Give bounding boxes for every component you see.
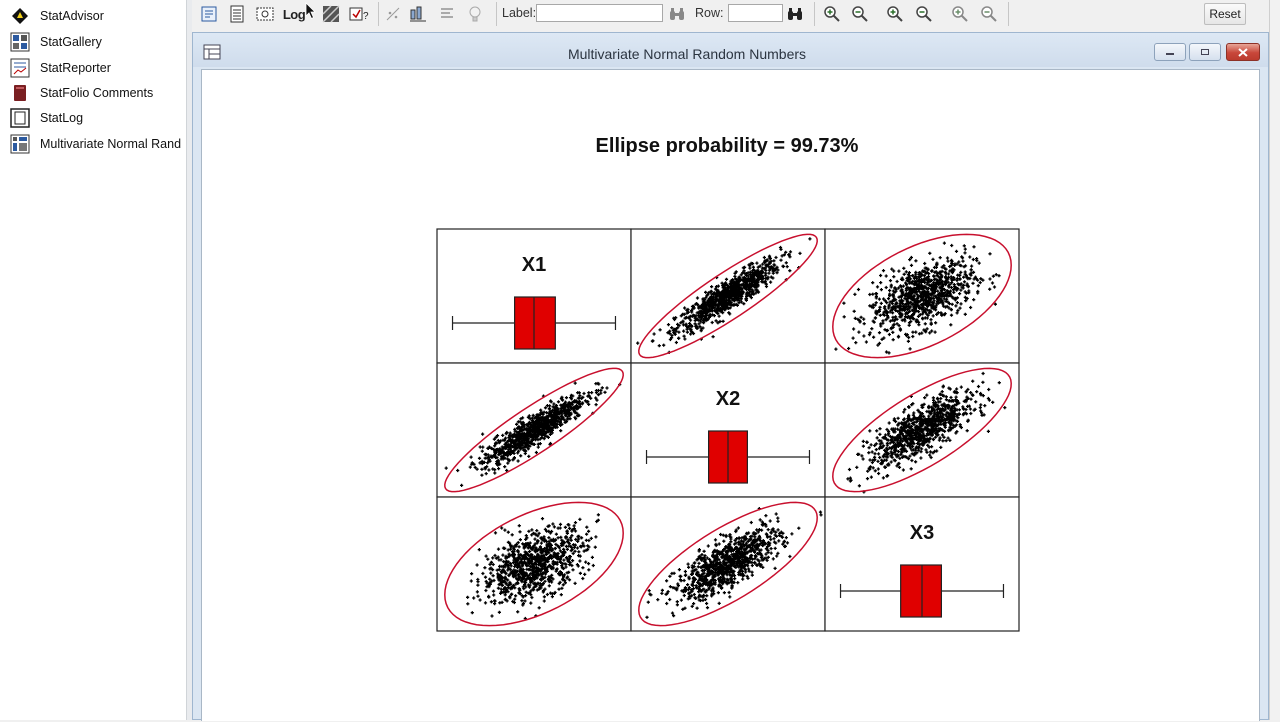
nav-item-label: Multivariate Normal Rand — [40, 137, 181, 151]
nav-item-statfolio-comments[interactable]: StatFolio Comments — [10, 81, 153, 105]
restore-button[interactable] — [1189, 43, 1221, 61]
matrix-cell-3-1[interactable] — [437, 497, 631, 631]
analysis-window: Multivariate Normal Random Numbers Ellip… — [192, 32, 1269, 720]
statreporter-icon — [10, 58, 30, 78]
boxplot-icon[interactable] — [407, 3, 429, 25]
label-field-label: Label: — [502, 6, 536, 20]
mouse-cursor-icon — [304, 0, 318, 22]
nav-item-multivariate-window[interactable]: Multivariate Normal Rand — [10, 132, 181, 156]
restore-icon — [1200, 48, 1210, 56]
mdi-workspace: Multivariate Normal Random Numbers Ellip… — [192, 30, 1280, 720]
nav-item-statgallery[interactable]: StatGallery — [10, 30, 102, 54]
hatch-fill-icon[interactable] — [320, 3, 342, 25]
nav-item-statadvisor[interactable]: StatAdvisor — [10, 4, 104, 28]
nav-item-label: StatReporter — [40, 61, 111, 75]
zoom-in-icon[interactable] — [821, 3, 843, 25]
window-titlebar[interactable]: Multivariate Normal Random Numbers — [193, 33, 1268, 67]
find-row-binoculars-icon[interactable] — [784, 3, 806, 25]
zoom-out-y-icon[interactable] — [978, 3, 1000, 25]
nav-item-label: StatLog — [40, 111, 83, 125]
row-field-label: Row: — [695, 6, 723, 20]
matrix-cell-1-1[interactable]: X1 — [437, 229, 631, 363]
cell-frame — [631, 497, 825, 631]
nav-item-label: StatGallery — [40, 35, 102, 49]
reset-button[interactable]: Reset — [1204, 3, 1246, 25]
exclude-point-icon[interactable]: ? — [347, 3, 373, 25]
nav-item-statreporter[interactable]: StatReporter — [10, 56, 111, 80]
trend-line-icon[interactable] — [382, 3, 404, 25]
nav-item-statlog[interactable]: StatLog — [10, 106, 83, 130]
align-text-icon[interactable] — [436, 3, 458, 25]
row-input[interactable] — [728, 4, 783, 22]
chart-title: Ellipse probability = 99.73% — [596, 135, 859, 157]
multivariate-window-icon — [10, 134, 30, 154]
matrix-cell-1-2[interactable] — [631, 229, 825, 363]
zoom-out-icon[interactable] — [849, 3, 871, 25]
statlog-icon — [10, 108, 30, 128]
window-title: Multivariate Normal Random Numbers — [193, 46, 1181, 62]
find-label-binoculars-icon[interactable] — [666, 3, 688, 25]
close-icon — [1238, 48, 1248, 57]
toolbar: Log ? Label: Row: — [192, 0, 1280, 30]
zoom-out-x-icon[interactable] — [913, 3, 935, 25]
variable-label-x1: X1 — [522, 254, 546, 276]
matrix-cell-1-3[interactable] — [825, 229, 1019, 363]
matrix-cell-3-2[interactable] — [631, 497, 825, 631]
matrix-cell-2-3[interactable] — [825, 363, 1019, 497]
lightbulb-icon[interactable] — [464, 3, 486, 25]
pane-options-icon[interactable] — [198, 3, 220, 25]
statgallery-icon — [10, 32, 30, 52]
statadvisor-icon — [10, 6, 30, 26]
statfolio-comments-icon — [10, 83, 30, 103]
matrix-cell-2-2[interactable]: X2 — [631, 363, 825, 497]
label-input[interactable] — [536, 4, 663, 22]
minimize-button[interactable] — [1154, 43, 1186, 61]
nav-item-label: StatFolio Comments — [40, 86, 153, 100]
analysis-options-icon[interactable] — [226, 3, 248, 25]
minimize-icon — [1165, 48, 1175, 56]
variable-label-x2: X2 — [716, 388, 740, 410]
matrix-cell-2-1[interactable] — [437, 363, 631, 497]
graphics-options-icon[interactable] — [254, 3, 276, 25]
statfolio-navigator: StatAdvisor StatGallery StatReporter Sta… — [0, 0, 187, 720]
close-button[interactable] — [1226, 43, 1260, 61]
zoom-in-x-icon[interactable] — [884, 3, 906, 25]
boxplot-box — [515, 297, 556, 349]
nav-item-label: StatAdvisor — [40, 9, 104, 23]
zoom-in-y-icon[interactable] — [949, 3, 971, 25]
